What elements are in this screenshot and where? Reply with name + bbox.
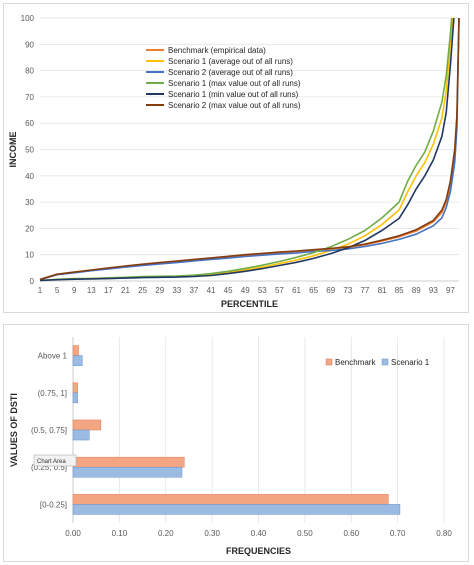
y-tick-label: 70 <box>25 93 34 102</box>
category-label: (0.75, 1] <box>38 389 67 398</box>
x-tick-label: 29 <box>155 286 164 295</box>
bar-scenario-1 <box>72 504 401 515</box>
y-tick-label: 90 <box>25 40 34 49</box>
x-tick-label: 53 <box>258 286 267 295</box>
income-percentile-chart[interactable]: 0 10 20 30 40 50 60 70 80 90 100 1 5 9 13 17 21 25 29 33 37… <box>3 3 469 313</box>
y-tick-label: 0 <box>30 277 35 286</box>
x-tick-label: 0.30 <box>204 529 220 538</box>
x-tick-label: 89 <box>412 286 421 295</box>
category-label: Above 1 <box>38 352 68 361</box>
x-tick-label: 0.50 <box>297 529 313 538</box>
y-gridlines <box>40 17 459 282</box>
x-tick-label: 97 <box>446 286 455 295</box>
y-tick-label: 20 <box>25 224 34 233</box>
series-line-6 <box>39 17 460 281</box>
dsti-chart-svg: [0-0.25] (0.25, 0.5] (0.5, 0.75] (0.75, 1] A… <box>9 337 452 556</box>
x-tick-labels: 1 5 9 13 17 21 25 29 33 37 41 45 49 53 57 61 65 69 73 77 81 8… <box>38 286 456 295</box>
bar-benchmark <box>72 382 78 394</box>
legend-label: Scenario 1 (min value out of all runs) <box>168 90 299 99</box>
category-labels: [0-0.25] (0.25, 0.5] (0.5, 0.75] (0.75, 1] A… <box>31 352 68 510</box>
legend-label: Scenario 1 (average out of all runs) <box>168 57 293 66</box>
x-tick-label: 49 <box>241 286 250 295</box>
x-tick-label: 1 <box>38 286 43 295</box>
x-tick-label: 5 <box>55 286 60 295</box>
x-tick-label: 69 <box>326 286 335 295</box>
x-tick-label: 61 <box>292 286 301 295</box>
bar-scenario-1 <box>72 466 183 478</box>
legend-swatch <box>381 358 389 366</box>
series-lines <box>39 17 460 282</box>
x-tick-label: 45 <box>224 286 233 295</box>
bar-benchmark <box>72 456 185 468</box>
income-chart-svg: 0 10 20 30 40 50 60 70 80 90 100 1 5 9 13 17 21 25 29 33 37… <box>8 14 460 309</box>
x-tick-label: 0.20 <box>158 529 174 538</box>
x-tick-label: 33 <box>172 286 181 295</box>
bar-scenario-1 <box>72 355 83 366</box>
x-tick-label: 57 <box>275 286 284 295</box>
bars <box>72 345 401 515</box>
series-line-3 <box>39 17 460 281</box>
y-tick-label: 40 <box>25 172 34 181</box>
legend-swatch <box>325 358 333 366</box>
y-axis-title: VALUES OF DSTI <box>9 393 19 467</box>
x-tick-label: 77 <box>360 286 369 295</box>
series-line-5 <box>39 17 455 282</box>
x-tick-label: 0.60 <box>343 529 359 538</box>
x-tick-label: 41 <box>207 286 216 295</box>
legend-label: Scenario 2 (average out of all runs) <box>168 68 293 77</box>
x-axis-title: PERCENTILE <box>221 299 278 309</box>
category-label: (0.25, 0.5] <box>31 463 67 472</box>
category-label: (0.5, 0.75] <box>31 426 67 435</box>
x-tick-label: 0.10 <box>112 529 128 538</box>
bar-scenario-1 <box>72 429 90 441</box>
x-tick-label: 65 <box>309 286 318 295</box>
x-axis-title: FREQUENCIES <box>226 546 291 556</box>
x-tick-label: 85 <box>395 286 404 295</box>
y-tick-label: 10 <box>25 251 34 260</box>
legend-label: Scenario 2 (max value out of all runs) <box>168 101 301 110</box>
x-tick-label: 73 <box>343 286 352 295</box>
x-tick-label: 0.70 <box>390 529 406 538</box>
x-tick-label: 9 <box>72 286 77 295</box>
legend-label: Scenario 1 (max value out of all runs) <box>168 79 301 88</box>
x-tick-label: 0.00 <box>65 529 81 538</box>
y-tick-label: 100 <box>21 14 35 23</box>
x-tick-label: 13 <box>87 286 96 295</box>
bar-benchmark <box>72 345 79 356</box>
dsti-frequency-chart[interactable]: [0-0.25] (0.25, 0.5] (0.5, 0.75] (0.75, 1] A… <box>3 324 469 562</box>
bar-benchmark <box>72 419 102 431</box>
y-tick-label: 60 <box>25 119 34 128</box>
x-tick-label: 0.80 <box>436 529 452 538</box>
y-tick-labels: 0 10 20 30 40 50 60 70 80 90 100 <box>21 14 35 286</box>
y-tick-label: 50 <box>25 146 34 155</box>
legend: Benchmark Scenario 1 <box>325 358 430 367</box>
x-gridlines <box>72 337 445 523</box>
bar-benchmark <box>72 494 389 505</box>
legend-label: Benchmark (empirical data) <box>168 46 266 55</box>
bar-scenario-1 <box>72 392 78 404</box>
chart-area-tooltip: Chart Area <box>33 454 77 467</box>
tooltip-text: Chart Area <box>37 459 66 465</box>
x-tick-label: 0.40 <box>251 529 267 538</box>
y-axis-title: INCOME <box>8 132 18 168</box>
x-tick-label: 37 <box>189 286 198 295</box>
x-tick-label: 21 <box>121 286 130 295</box>
y-tick-label: 80 <box>25 67 34 76</box>
x-tick-label: 25 <box>138 286 147 295</box>
category-label: [0-0.25] <box>40 500 67 509</box>
legend-label: Scenario 1 <box>391 358 430 367</box>
y-tick-label: 30 <box>25 198 34 207</box>
legend: Benchmark (empirical data) Scenario 1 (av… <box>146 46 301 110</box>
x-tick-label: 17 <box>104 286 113 295</box>
x-tick-labels: 0.00 0.10 0.20 0.30 0.40 0.50 0.60 0.70 0.80 <box>65 529 452 538</box>
x-tick-label: 93 <box>429 286 438 295</box>
legend-label: Benchmark <box>335 358 376 367</box>
x-tick-label: 81 <box>378 286 387 295</box>
